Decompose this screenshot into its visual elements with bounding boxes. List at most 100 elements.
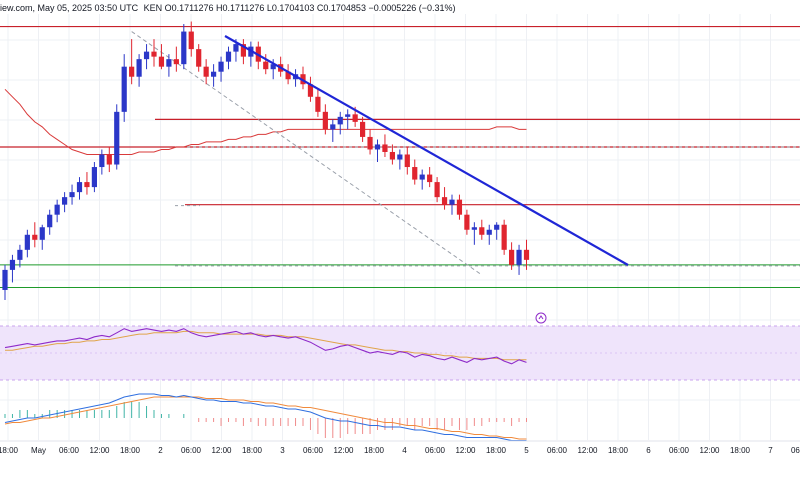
candle [218, 56, 224, 82]
rsi-ma-line [5, 330, 527, 361]
time-tick-label: 06:00 [425, 446, 446, 455]
time-tick-label: May [31, 446, 46, 455]
candle-body [367, 136, 373, 150]
candle-body [456, 199, 463, 215]
candle-body [106, 154, 112, 165]
candle [225, 46, 232, 70]
candle [449, 194, 455, 215]
candle [196, 44, 202, 72]
candle-body [337, 116, 343, 125]
candle [345, 109, 351, 130]
candle-body [270, 64, 276, 70]
candle-body [218, 61, 224, 72]
candle [456, 194, 463, 220]
candle [211, 64, 217, 87]
trendline-line[interactable] [224, 35, 629, 266]
time-tick-label: 06:00 [547, 446, 568, 455]
macd-signal-line [4, 396, 527, 440]
candle [516, 244, 522, 275]
candle [300, 66, 306, 90]
time-tick-label: 18:00 [730, 446, 751, 455]
candle [263, 54, 269, 75]
candle [99, 149, 105, 175]
candle-body [501, 224, 507, 250]
candle [121, 54, 127, 122]
candle-body [76, 182, 83, 193]
candle [24, 229, 30, 258]
trendline[interactable] [224, 35, 629, 266]
candle [47, 209, 53, 235]
candle [114, 104, 120, 170]
ma-line [4, 88, 527, 155]
candle [76, 177, 83, 200]
candle [17, 244, 23, 268]
candle-body [441, 197, 448, 205]
candle [441, 187, 448, 210]
time-tick-label: 18:00 [364, 446, 385, 455]
candle [464, 209, 470, 235]
time-tick-label: 5 [524, 446, 529, 455]
candle [523, 239, 530, 270]
time-tick-label: 12:00 [333, 446, 354, 455]
candle [2, 264, 8, 300]
candle-body [233, 44, 239, 52]
candle-body [509, 249, 515, 265]
candle [389, 144, 395, 165]
candle [404, 146, 410, 175]
candle-body [91, 167, 97, 188]
candle [397, 149, 403, 170]
candle-body [486, 229, 492, 235]
candle [181, 24, 187, 70]
time-tick-label: 12:00 [699, 446, 720, 455]
candle-body [203, 66, 209, 77]
candle-body [494, 224, 500, 230]
time-tick-label: 06:00 [303, 446, 324, 455]
candle [54, 199, 60, 223]
candle [69, 184, 75, 205]
candle-body [136, 59, 142, 77]
candle-body [382, 144, 388, 152]
time-tick-label: 06:00 [59, 446, 80, 455]
candle-body [449, 199, 455, 205]
candle-body [99, 154, 105, 168]
candle-body [69, 192, 75, 198]
time-tick-label: 18:00 [242, 446, 263, 455]
candle-body [404, 154, 410, 168]
time-tick-label: 6 [646, 446, 651, 455]
candle-body [412, 167, 418, 180]
candle-body [307, 84, 314, 97]
candle [374, 139, 381, 163]
candle [367, 129, 373, 155]
time-tick-label: 12:00 [89, 446, 110, 455]
macd-pane [4, 393, 527, 441]
candles [2, 21, 530, 300]
time-tick-label: 12:00 [455, 446, 476, 455]
time-tick-label: 2 [158, 446, 163, 455]
time-tick-label: 06:00 [669, 446, 690, 455]
candle-body [225, 51, 232, 62]
candle [285, 64, 291, 85]
candle [173, 46, 179, 72]
horizontal-levels [0, 25, 800, 288]
rsi-line [4, 328, 527, 365]
candle [307, 76, 314, 102]
candle-body [322, 111, 328, 130]
alert-icon-glyph [538, 315, 544, 320]
candle-body [360, 121, 366, 137]
candle [91, 162, 97, 193]
candle-body [54, 204, 60, 215]
candle-body [129, 66, 135, 77]
time-tick-label: 18:00 [0, 446, 19, 455]
candle [360, 116, 366, 142]
candle-body [32, 234, 38, 240]
candle [486, 224, 492, 245]
candle-body [434, 182, 440, 198]
candle-body [285, 71, 291, 80]
candle [471, 222, 477, 245]
time-tick-label: 12:00 [211, 446, 232, 455]
candle-body [389, 151, 395, 160]
candle-body [352, 114, 358, 122]
candle [501, 219, 507, 255]
candle-body [345, 114, 351, 117]
